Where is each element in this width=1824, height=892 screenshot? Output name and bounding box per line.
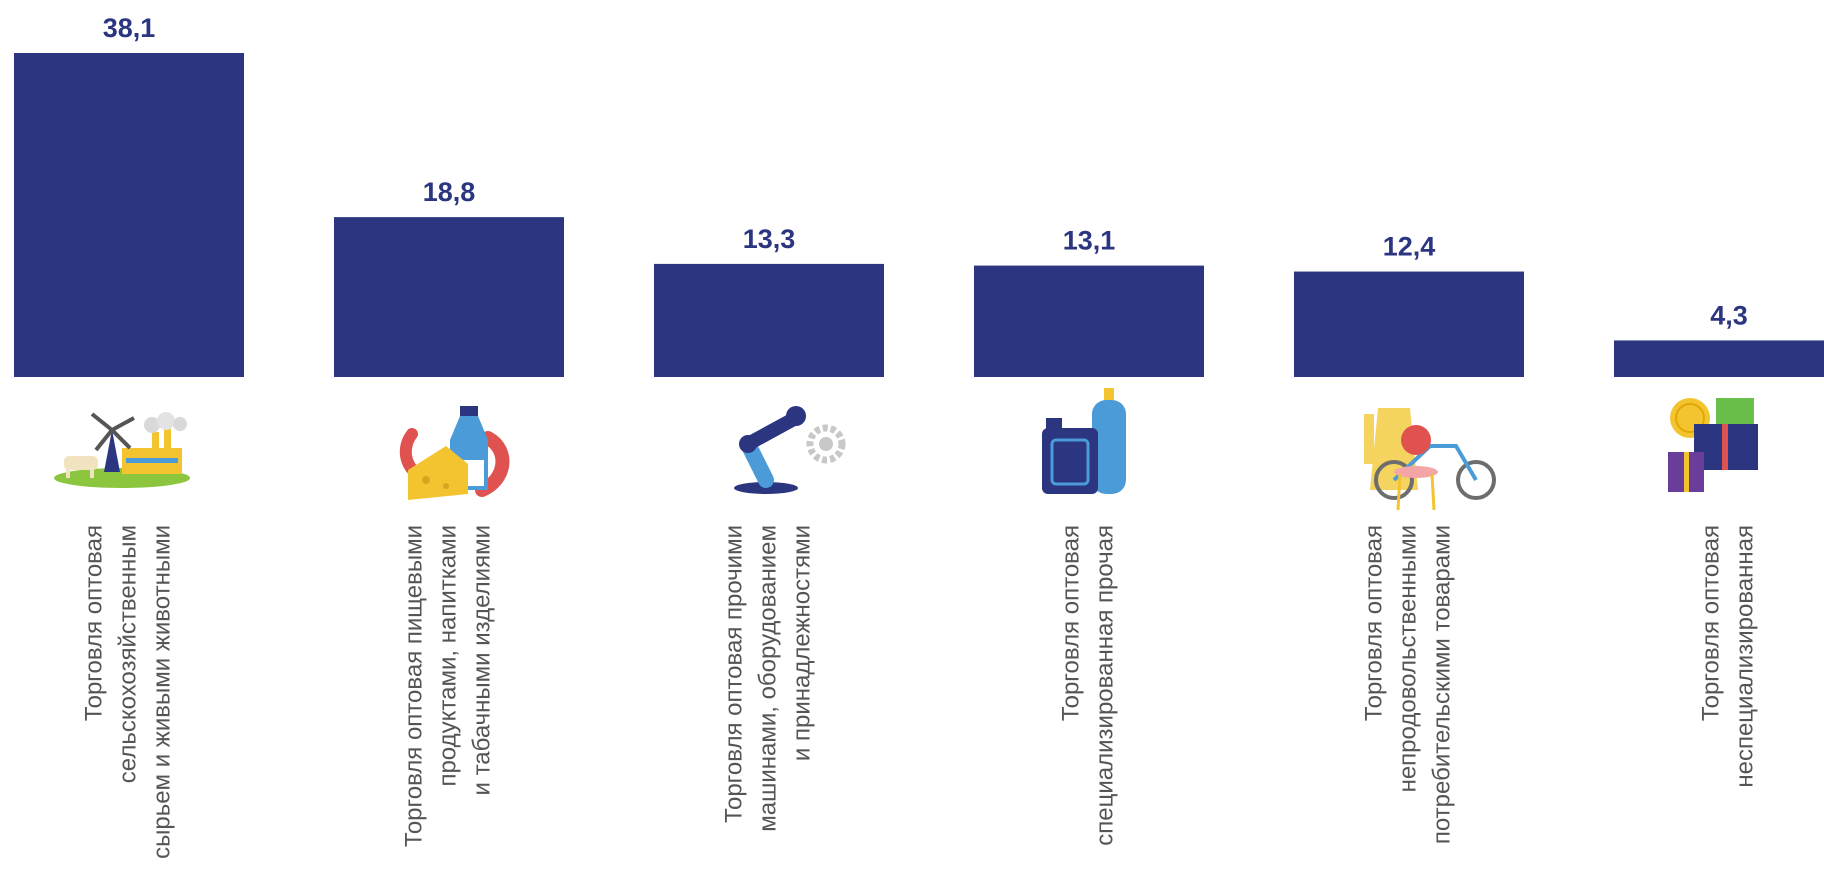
coat-chair-bicycle-icon xyxy=(1364,408,1496,511)
category-label: машинами, оборудованием xyxy=(754,525,781,832)
bar xyxy=(1614,340,1824,377)
category-label: Торговля оптовая xyxy=(1057,525,1084,721)
coin-gift-boxes-icon xyxy=(1668,398,1758,492)
category-label: сырьем и живыми животными xyxy=(148,525,175,859)
data-label: 4,3 xyxy=(1710,300,1748,330)
category-label: специализированная прочая xyxy=(1091,525,1118,846)
canister-gas-cylinder-icon xyxy=(1042,388,1126,494)
farm-windmill-factory-icon xyxy=(54,412,190,488)
category-label: Торговля оптовая xyxy=(80,525,107,721)
category-label: потребительскими товарами xyxy=(1428,525,1455,844)
data-label: 18,8 xyxy=(423,177,476,207)
category-label: Торговля оптовая xyxy=(1697,525,1724,721)
food-cheese-milk-sausage-icon xyxy=(399,406,510,500)
data-label: 13,1 xyxy=(1063,226,1116,256)
bar xyxy=(14,53,244,377)
category-label: и принадлежностями xyxy=(788,525,815,761)
category-label: непродовольственными xyxy=(1394,525,1421,792)
category-label: Торговля оптовая прочими xyxy=(720,525,747,823)
category-label: продуктами, напитками xyxy=(434,525,461,787)
bar xyxy=(654,263,884,377)
category-label: неспециализированная xyxy=(1731,525,1758,788)
robot-arm-gear-icon xyxy=(734,406,846,494)
category-label: сельскохозяйственным xyxy=(114,525,141,783)
bar xyxy=(974,265,1204,377)
category-label: Торговля оптовая пищевыми xyxy=(400,525,427,847)
category-label: и табачными изделиями xyxy=(468,525,495,796)
category-label: Торговля оптовая xyxy=(1360,525,1387,721)
data-label: 12,4 xyxy=(1383,232,1436,262)
bar xyxy=(334,217,564,377)
data-label: 13,3 xyxy=(743,224,796,254)
bar xyxy=(1294,271,1524,377)
data-label: 38,1 xyxy=(103,13,156,43)
